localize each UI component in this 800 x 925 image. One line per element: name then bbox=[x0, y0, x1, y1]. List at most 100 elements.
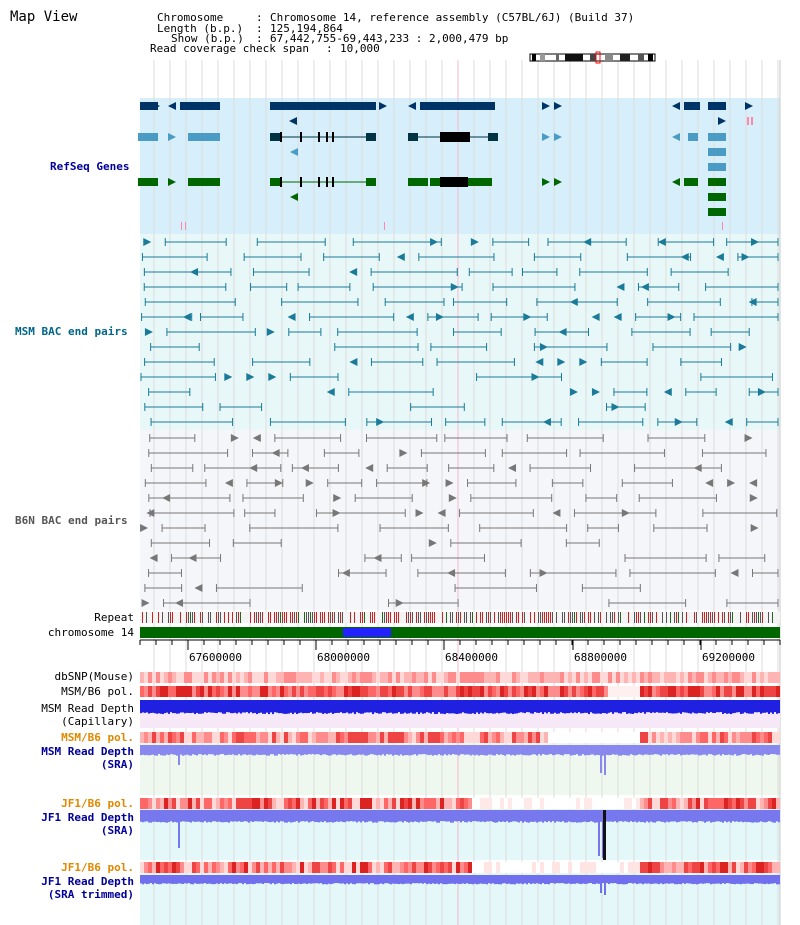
repeat-mark bbox=[728, 612, 729, 623]
jf1-sra-depth-bar bbox=[520, 810, 522, 822]
msm-cap-depth-bar bbox=[592, 700, 594, 714]
jf1-trim-depth-bar bbox=[240, 875, 242, 884]
jf1-pol2-heat-cell bbox=[160, 862, 164, 873]
track-label-jf1-b6-pol-1[interactable]: JF1/B6 pol. bbox=[61, 797, 134, 810]
msm-pol-heat-cell bbox=[428, 686, 432, 697]
msm-cap-depth-bar bbox=[178, 700, 180, 714]
dbsnp-heat-cell bbox=[592, 672, 596, 683]
jf1-pol2-heat-cell bbox=[616, 862, 620, 873]
msm-cap-depth-bar bbox=[144, 700, 146, 713]
bac-end-arrow bbox=[591, 313, 600, 321]
track-label-msm-depth-sra-1[interactable]: MSM Read Depth bbox=[41, 745, 134, 758]
jf1-trim-depth-bar bbox=[388, 875, 390, 884]
repeat-mark bbox=[306, 612, 307, 623]
msm-cap-depth-bar bbox=[734, 700, 736, 713]
jf1-trim-depth-bar bbox=[652, 875, 654, 884]
track-label-dbsnp[interactable]: dbSNP(Mouse) bbox=[54, 670, 134, 683]
msm-sra-depth-bar bbox=[386, 745, 388, 755]
msm-pol-heat-cell bbox=[544, 686, 548, 697]
gene-exon bbox=[300, 177, 302, 187]
dbsnp-heat-cell bbox=[220, 672, 224, 683]
msm-pol2-heat-cell bbox=[348, 732, 352, 743]
repeat-mark bbox=[388, 612, 389, 623]
msm-sra-depth-bar bbox=[222, 745, 224, 755]
jf1-trim-depth-bar bbox=[438, 875, 440, 885]
jf1-pol-heat-cell bbox=[532, 798, 536, 809]
msm-pol2-heat-cell bbox=[672, 732, 676, 743]
dbsnp-heat-cell bbox=[480, 672, 484, 683]
msm-sra-depth-bar bbox=[540, 745, 542, 756]
jf1-sra-depth-bar bbox=[620, 810, 622, 822]
dbsnp-heat-cell bbox=[472, 672, 476, 683]
msm-cap-depth-bar bbox=[632, 700, 634, 714]
msm-pol2-heat-cell bbox=[468, 732, 472, 743]
msm-pol2-heat-cell bbox=[600, 732, 604, 743]
msm-pol-heat-cell bbox=[260, 686, 264, 697]
jf1-trim-depth-bar bbox=[586, 875, 588, 884]
jf1-trim-depth-bar bbox=[148, 875, 150, 884]
jf1-sra-depth-bar bbox=[348, 810, 350, 822]
jf1-sra-depth-bar bbox=[374, 810, 376, 823]
jf1-trim-depth-bar bbox=[554, 875, 556, 884]
bac-end-arrow bbox=[287, 313, 296, 321]
jf1-pol2-heat-cell bbox=[240, 862, 244, 873]
repeat-mark bbox=[572, 612, 573, 623]
msm-cap-depth-bar bbox=[412, 700, 414, 714]
jf1-trim-depth-bar bbox=[504, 875, 506, 884]
msm-cap-depth-bar bbox=[482, 700, 484, 714]
msm-pol2-heat-cell bbox=[532, 732, 536, 743]
jf1-pol-heat-cell bbox=[212, 798, 216, 809]
dbsnp-heat-cell bbox=[296, 672, 300, 683]
dbsnp-heat-cell bbox=[284, 672, 288, 683]
dbsnp-heat-cell bbox=[724, 672, 728, 683]
jf1-trim-depth-bar bbox=[430, 875, 432, 885]
track-label-msm-b6-pol-1[interactable]: MSM/B6 pol. bbox=[61, 685, 134, 698]
msm-pol2-heat-cell bbox=[556, 732, 560, 743]
repeat-mark bbox=[504, 612, 505, 623]
dbsnp-heat-cell bbox=[224, 672, 228, 683]
jf1-pol-heat-cell bbox=[392, 798, 396, 809]
track-label-msm-depth-cap-1[interactable]: MSM Read Depth bbox=[41, 702, 134, 715]
msm-sra-depth-bar bbox=[766, 745, 768, 755]
jf1-sra-depth-bar bbox=[660, 810, 662, 822]
track-label-msm-b6-pol-2[interactable]: MSM/B6 pol. bbox=[61, 731, 134, 744]
bac-end-arrow bbox=[621, 509, 630, 517]
msm-pol2-heat-cell bbox=[424, 732, 428, 743]
msm-pol2-heat-cell bbox=[276, 732, 280, 743]
track-label-b6n-bac[interactable]: B6N BAC end pairs bbox=[15, 514, 128, 527]
repeat-mark bbox=[460, 612, 461, 623]
bac-end-arrow bbox=[268, 373, 277, 381]
track-label-msm-bac[interactable]: MSM BAC end pairs bbox=[15, 325, 128, 338]
msm-cap-depth-bar bbox=[470, 700, 472, 714]
msm-sra-depth-bar bbox=[218, 745, 220, 755]
repeat-mark bbox=[510, 612, 511, 623]
msm-pol-heat-cell bbox=[168, 686, 172, 697]
msm-cap-depth-bar bbox=[402, 700, 404, 714]
jf1-pol2-heat-cell bbox=[692, 862, 696, 873]
msm-sra-depth-bar bbox=[256, 745, 258, 755]
jf1-pol-heat-cell bbox=[460, 798, 464, 809]
repeat-mark bbox=[768, 612, 769, 623]
jf1-sra-depth-bar bbox=[710, 810, 712, 823]
track-label-jf1-b6-pol-2[interactable]: JF1/B6 pol. bbox=[61, 861, 134, 874]
jf1-trim-depth-bar bbox=[236, 875, 238, 885]
track-label-jf1-depth-trim-1[interactable]: JF1 Read Depth bbox=[41, 875, 134, 888]
jf1-pol2-heat-cell bbox=[736, 862, 740, 873]
msm-sra-depth-bar bbox=[254, 745, 256, 756]
msm-sra-depth-bar bbox=[752, 745, 754, 756]
jf1-pol2-heat-cell bbox=[544, 862, 548, 873]
bac-end-arrow bbox=[246, 373, 255, 381]
msm-sra-depth-bar bbox=[760, 745, 762, 756]
track-label-refseq[interactable]: RefSeq Genes bbox=[50, 160, 130, 173]
jf1-pol2-heat-cell bbox=[276, 862, 280, 873]
track-label-chromosome[interactable]: chromosome 14 bbox=[47, 626, 134, 639]
msm-sra-depth-bar bbox=[224, 745, 226, 756]
jf1-pol2-heat-cell bbox=[400, 862, 404, 873]
track-label-repeat[interactable]: Repeat bbox=[94, 611, 134, 624]
track-label-jf1-depth-sra-1[interactable]: JF1 Read Depth bbox=[41, 811, 134, 824]
msm-cap-depth-bar bbox=[406, 700, 408, 714]
jf1-pol-heat-cell bbox=[180, 798, 184, 809]
jf1-sra-depth-bar bbox=[280, 810, 282, 822]
jf1-pol2-heat-cell bbox=[224, 862, 228, 873]
